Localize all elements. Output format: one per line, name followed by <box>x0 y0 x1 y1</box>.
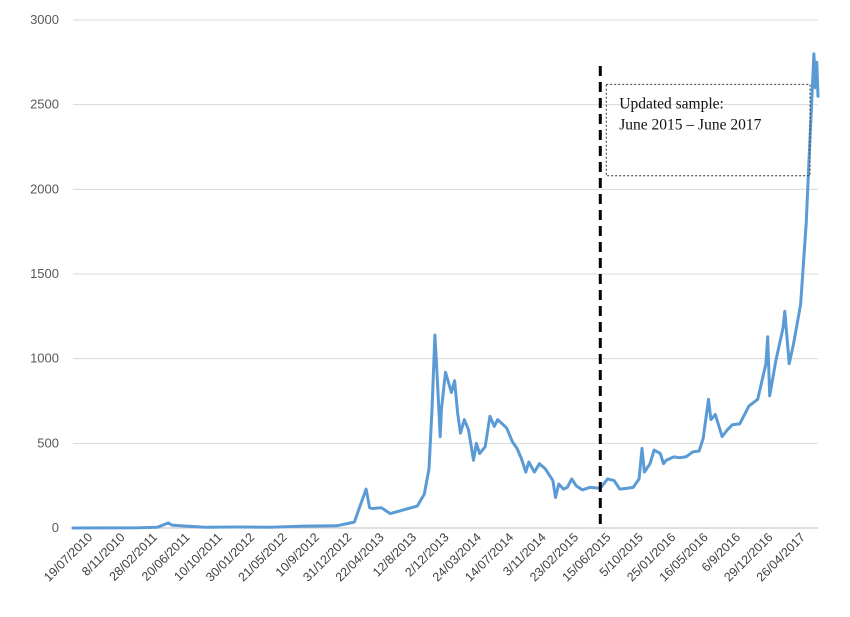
x-axis-tick-labels: 19/07/20108/11/201028/02/201120/06/20111… <box>41 530 808 584</box>
y-tick-label: 0 <box>52 520 59 535</box>
annotation-box <box>605 83 811 177</box>
y-tick-label: 1000 <box>30 351 59 366</box>
y-tick-label: 3000 <box>30 12 59 27</box>
series-line <box>71 52 820 530</box>
annotation-line-2: June 2015 – June 2017 <box>619 116 761 133</box>
y-tick-label: 2500 <box>30 97 59 112</box>
y-tick-label: 2000 <box>30 181 59 196</box>
y-axis-tick-labels: 0 500 1000 1500 2000 2500 3000 <box>30 12 59 535</box>
y-tick-label: 500 <box>37 435 59 450</box>
gridlines <box>73 19 818 444</box>
y-tick-label: 1500 <box>30 266 59 281</box>
annotation-line-1: Updated sample: <box>619 95 724 112</box>
